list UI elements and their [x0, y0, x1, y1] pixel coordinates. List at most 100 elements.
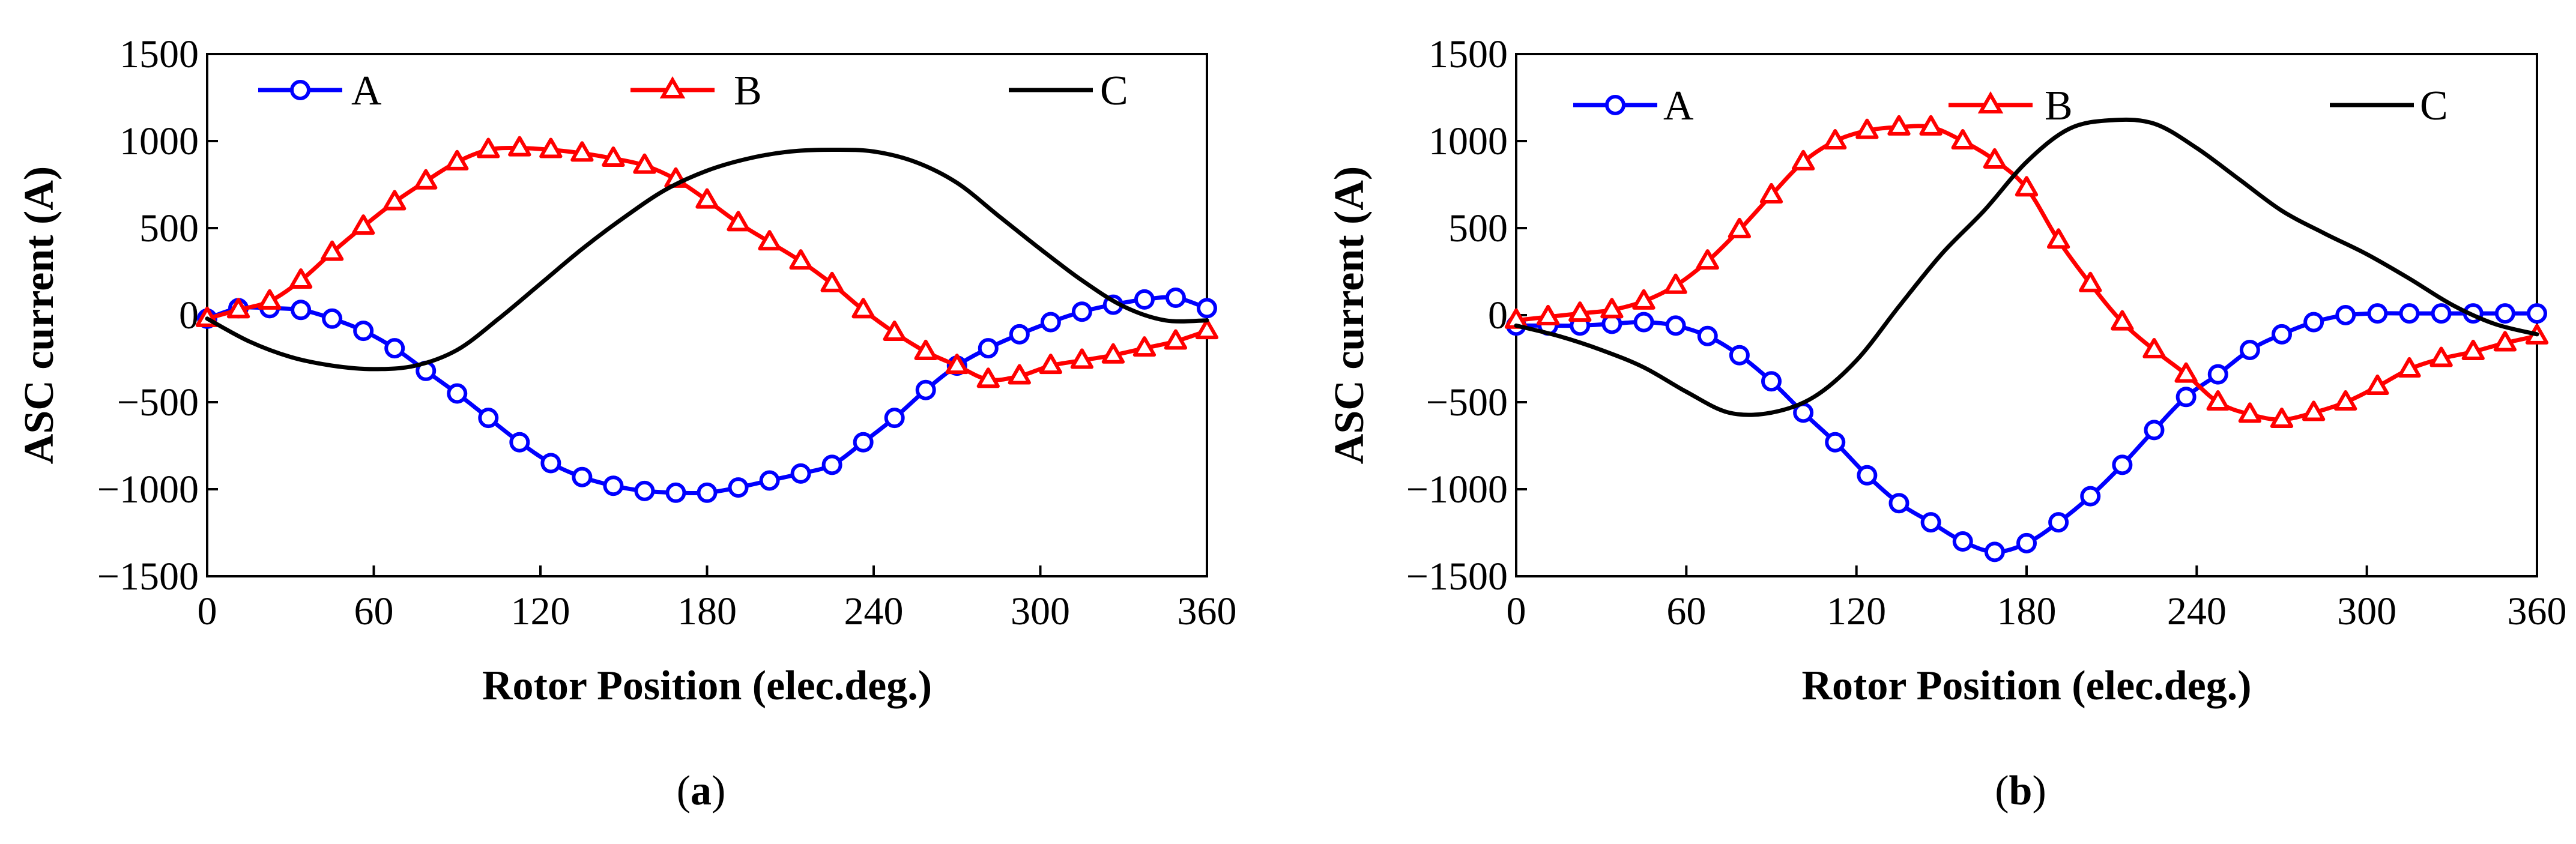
y-tick-label: −1000 — [1406, 468, 1508, 511]
series-a — [197, 288, 1217, 503]
series-c — [205, 147, 1209, 372]
data-point-a — [1952, 531, 1973, 552]
series-line-c — [205, 147, 1209, 372]
x-tick-label: 180 — [677, 589, 737, 633]
legend-marker — [1977, 91, 2004, 114]
data-point-a — [1761, 371, 1782, 392]
series-line-a — [1514, 311, 2539, 554]
data-point-b — [258, 289, 282, 310]
data-point-b — [2174, 362, 2198, 383]
data-point-b — [2493, 331, 2517, 352]
data-point-b — [1132, 336, 1156, 357]
data-point-b — [976, 367, 1000, 388]
data-point-a — [759, 470, 780, 491]
data-point-b — [2015, 176, 2039, 197]
data-point-a — [322, 308, 343, 329]
data-point-b — [477, 137, 500, 158]
data-point-b — [1728, 217, 1752, 238]
y-tick-label: −1000 — [97, 468, 199, 511]
data-point-a — [1984, 541, 2005, 562]
y-tick-label: 500 — [139, 206, 199, 250]
data-point-b — [446, 149, 469, 170]
data-point-a — [447, 383, 468, 404]
data-point-b — [883, 321, 906, 342]
legend-label: C — [1100, 68, 1128, 114]
data-point-a — [728, 477, 749, 498]
data-point-a — [1071, 301, 1092, 322]
data-point-a — [1857, 465, 1878, 486]
series-b — [1504, 115, 2549, 429]
data-point-b — [1536, 304, 1560, 325]
y-tick-label: −1500 — [97, 555, 199, 598]
data-point-a — [915, 379, 936, 400]
data-point-a — [1729, 345, 1750, 366]
data-point-b — [289, 268, 313, 289]
data-point-a — [2431, 303, 2452, 324]
legend-marker — [659, 76, 686, 99]
legend-entry-a: A — [258, 68, 382, 114]
data-point-a — [1134, 289, 1155, 310]
data-point-b — [1664, 273, 1687, 294]
data-point-a — [353, 321, 374, 342]
data-point-b — [352, 214, 375, 235]
data-point-a — [634, 480, 655, 501]
data-point-a — [1665, 315, 1686, 336]
data-point-a — [978, 338, 999, 359]
series-line-b — [1514, 124, 2539, 422]
y-tick-label: 0 — [179, 294, 199, 337]
data-point-a — [384, 338, 405, 359]
data-point-b — [1919, 115, 1943, 136]
data-point-a — [853, 432, 874, 453]
data-point-b — [851, 298, 875, 319]
data-point-a — [2207, 364, 2228, 385]
data-point-a — [821, 454, 842, 475]
legend-entry-b: B — [630, 68, 762, 114]
sub-caption: (a) — [677, 768, 726, 814]
data-point-b — [2398, 357, 2421, 378]
data-point-b — [1824, 129, 1847, 150]
legend-label: B — [2045, 83, 2073, 129]
data-point-a — [1165, 288, 1186, 308]
data-point-b — [1951, 129, 1974, 150]
data-point-a — [665, 482, 686, 503]
data-point-a — [1888, 493, 1909, 514]
data-point-b — [2111, 310, 2134, 331]
x-tick-label: 120 — [1827, 589, 1886, 633]
data-point-b — [602, 146, 625, 167]
data-point-b — [1008, 364, 1031, 385]
data-point-a — [2272, 324, 2292, 345]
data-point-a — [2239, 340, 2260, 360]
x-tick-label: 0 — [198, 589, 217, 633]
data-point-b — [695, 188, 719, 209]
data-point-b — [2302, 400, 2326, 421]
data-point-b — [1791, 149, 1815, 170]
legend-entry-c: C — [1009, 68, 1128, 114]
data-point-b — [1855, 118, 1879, 139]
data-point-b — [820, 271, 844, 292]
legend-entry-a: A — [1573, 83, 1694, 129]
legend-label: A — [1663, 83, 1694, 129]
data-point-a — [2048, 512, 2069, 533]
data-point-b — [1164, 329, 1188, 350]
legend-label: C — [2420, 83, 2448, 129]
data-point-b — [2334, 390, 2357, 411]
data-point-a — [884, 408, 905, 429]
data-point-b — [2461, 339, 2485, 360]
data-point-a — [2112, 454, 2133, 475]
x-tick-label: 360 — [1178, 589, 1237, 633]
data-point-a — [1920, 512, 1941, 533]
data-point-a — [1697, 325, 1718, 346]
data-point-a — [603, 475, 624, 496]
y-tick-label: 0 — [1488, 294, 1508, 337]
data-point-a — [1040, 312, 1061, 333]
y-tick-label: 1500 — [1429, 32, 1508, 76]
data-point-b — [727, 211, 750, 232]
x-axis-label: Rotor Position (elec.deg.) — [482, 663, 932, 709]
data-point-b — [1696, 249, 1719, 270]
x-tick-label: 60 — [1666, 589, 1706, 633]
series-line-c — [1514, 117, 2539, 417]
legend-entry-b: B — [1949, 83, 2073, 129]
y-tick-label: 1000 — [119, 119, 199, 163]
